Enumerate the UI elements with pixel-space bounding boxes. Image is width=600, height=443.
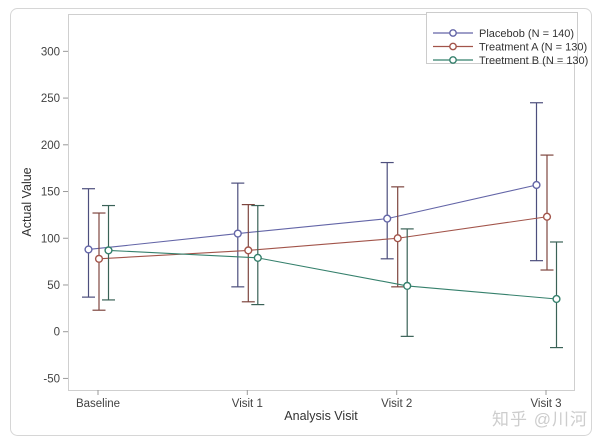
legend-border [426,12,578,64]
y-axis-tick-label: 300 [41,46,60,58]
legend-marker-swatch [449,29,457,37]
x-axis-tick-label: Visit 2 [381,398,412,410]
legend-item: Treatment A (N = 130) [433,41,587,53]
error-bar [82,188,95,298]
legend-label: Treetment B (N = 130) [479,55,588,67]
data-point-marker [383,214,392,223]
data-point-marker [552,294,561,304]
series-line [108,249,557,300]
y-axis-tick-label: 50 [47,280,60,292]
y-axis-tick-label: 250 [41,93,60,105]
y-axis-tick-label: 150 [41,187,60,199]
error-bar [380,161,394,260]
x-axis-tick-label: Baseline [76,398,120,410]
plot-border [68,14,575,391]
y-axis-tick-label: 200 [41,140,60,152]
error-bar [550,241,563,349]
data-point-marker [244,246,253,255]
y-axis-title: Actual Value [20,167,34,236]
series-group [82,102,543,298]
x-axis-title: Analysis Visit [284,409,358,423]
data-point-marker [532,180,541,190]
data-point-marker [393,234,402,243]
y-axis-tick-label: -50 [43,373,60,385]
data-point-marker [542,212,552,221]
legend-label: Placebob (N = 140) [479,28,574,40]
series-line [88,184,537,251]
legend-box: Placebob (N = 140)Treatment A (N = 130) T… [426,12,588,67]
y-axis-tick-label: 0 [54,327,60,339]
y-axis-tick-label: 100 [41,233,60,245]
legend-label: Treatment A (N = 130) [479,41,587,53]
legend-item: Treetment B (N = 130) [433,55,588,67]
error-bar [540,154,554,271]
card-border [10,8,592,436]
watermark: 知乎 @川河 [492,410,588,429]
legend-marker-swatch [449,42,457,51]
data-point-marker [94,254,104,263]
data-point-marker [253,253,262,262]
x-axis-tick-label: Visit 1 [232,398,263,410]
data-point-marker [104,246,113,255]
data-point-marker [233,229,242,238]
data-point-marker [403,281,412,291]
legend-item: Placebob (N = 140) [433,28,574,40]
series-group [92,154,554,311]
series-line [98,216,548,260]
x-axis-tick-label: Visit 3 [530,398,561,410]
legend-marker-swatch [449,56,457,64]
data-point-marker [84,245,93,254]
series-group [102,204,563,349]
